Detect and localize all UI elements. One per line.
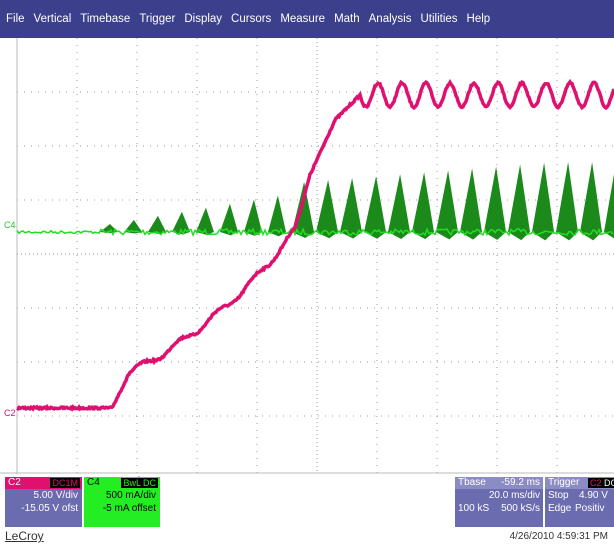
trigger-badge-ch: C2 — [588, 478, 604, 488]
burst — [172, 211, 190, 235]
menu-item[interactable]: File — [6, 13, 25, 25]
burst — [604, 174, 614, 239]
burst — [460, 168, 482, 240]
timebase-sample: 500 kS/s — [501, 503, 540, 514]
timebase-label: Tbase — [458, 477, 486, 488]
c4-scale: 500 mA/div — [105, 490, 156, 501]
timestamp: 4/26/2010 4:59:31 PM — [509, 531, 608, 542]
menu-item[interactable]: Trigger — [139, 13, 176, 25]
timebase-delay: -59.2 ms — [501, 477, 540, 488]
burst — [532, 162, 554, 241]
burst — [124, 219, 142, 234]
menu-bar: File Vertical Timebase Trigger Display Cursor… — [0, 0, 614, 38]
burst — [580, 162, 602, 241]
timebase-points: 100 kS — [458, 503, 490, 514]
menu-item[interactable]: Vertical — [33, 13, 72, 25]
burst — [556, 162, 578, 241]
trigger-label: Trigger — [548, 477, 580, 488]
c2-marker: C2 — [4, 408, 16, 418]
burst — [220, 203, 238, 236]
trigger-slope: Positiv — [575, 503, 605, 514]
burst — [436, 170, 458, 240]
trigger-mode: Stop — [548, 490, 569, 501]
c4-name: C4 — [87, 477, 100, 488]
c2-badge: DC1M — [50, 478, 80, 488]
c4-panel[interactable]: C4 BwL DC 500 mA/div -5 mA offset — [84, 477, 160, 527]
timebase-panel[interactable]: Tbase -59.2 ms 20.0 ms/div 100 kS 500 kS… — [455, 477, 543, 527]
c4-badge-dc: DC — [141, 478, 158, 488]
c4-badge-bwl: BwL — [121, 478, 143, 488]
c2-offset: -15.05 V ofst — [21, 503, 78, 514]
burst — [388, 174, 410, 239]
burst — [316, 179, 338, 239]
trigger-level: 4.90 V — [579, 490, 608, 501]
c2-scale: 5.00 V/div — [33, 490, 78, 501]
c2-name: C2 — [8, 477, 21, 488]
c4-offset: -5 mA offset — [102, 503, 156, 514]
trigger-badge-dc: DC — [602, 478, 614, 488]
menu-item[interactable]: Timebase — [80, 13, 131, 25]
trigger-type: Edge — [548, 503, 572, 514]
menu-item[interactable]: Display — [184, 13, 223, 25]
burst — [100, 224, 118, 233]
screen-bg — [0, 38, 614, 474]
burst — [508, 164, 530, 241]
menu-item[interactable]: Measure — [280, 13, 326, 25]
scope-screen: C4 C2 — [0, 38, 614, 474]
burst — [340, 178, 362, 239]
burst — [268, 195, 286, 237]
burst — [412, 172, 434, 240]
brand: LeCroy — [5, 529, 44, 543]
menu-item[interactable]: Math — [334, 13, 360, 25]
c4-header: C4 BwL DC — [84, 477, 160, 489]
trigger-panel[interactable]: Trigger C2 DC 4.90 V Stop Edge Positiv — [545, 477, 614, 527]
traces — [16, 78, 614, 412]
menu-item[interactable]: Utilities — [420, 13, 458, 25]
menu-item[interactable]: Help — [466, 13, 491, 25]
timebase-rate: 20.0 ms/div — [488, 490, 540, 501]
timebase-header — [455, 477, 543, 489]
c2-panel[interactable]: C2 DC1M 5.00 V/div -15.05 V ofst — [5, 477, 82, 527]
c4-marker: C4 — [4, 220, 16, 230]
burst — [484, 166, 506, 240]
burst — [148, 215, 166, 234]
c2-trace — [16, 78, 614, 412]
c2-header: C2 DC1M — [5, 477, 82, 489]
c4-trace — [16, 226, 614, 238]
burst — [364, 176, 386, 239]
menu-item[interactable]: Analysis — [368, 13, 412, 25]
burst — [196, 207, 214, 235]
burst — [244, 199, 262, 236]
menu-item[interactable]: Cursors — [231, 13, 272, 25]
